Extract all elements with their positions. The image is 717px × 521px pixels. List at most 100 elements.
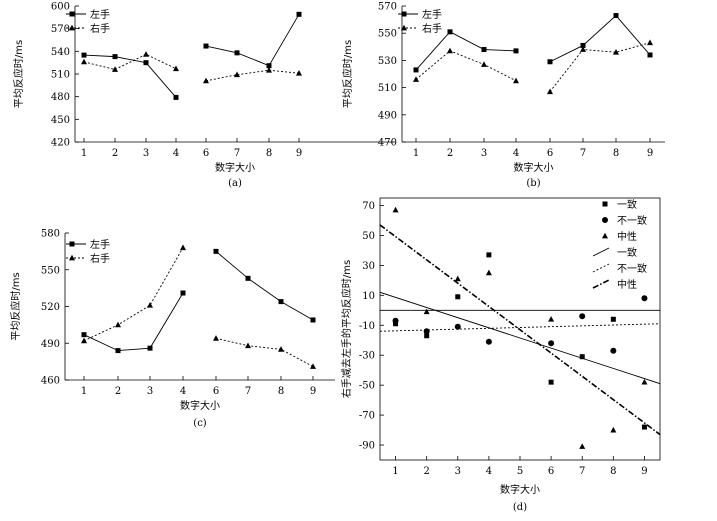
legend-line	[592, 263, 610, 273]
y-tick-label: 570	[51, 24, 70, 35]
series-line	[215, 251, 314, 321]
data-point	[245, 342, 251, 349]
data-point	[392, 317, 399, 324]
data-point	[310, 363, 316, 369]
legend-marker	[401, 11, 407, 17]
legend-line	[592, 247, 610, 257]
data-point	[447, 47, 453, 54]
y-tick-label: 490	[378, 110, 397, 121]
data-point	[234, 50, 240, 56]
legend-marker	[602, 201, 608, 207]
data-point	[580, 46, 586, 52]
data-point	[81, 332, 87, 338]
data-point	[234, 71, 240, 78]
series-line	[549, 14, 651, 63]
data-point	[481, 61, 487, 67]
data-point	[455, 294, 461, 300]
x-tick-label: 2	[423, 466, 429, 477]
data-point	[203, 43, 209, 49]
legend-label: 右手	[90, 22, 110, 35]
legend-label: 右手	[90, 252, 110, 265]
chart-panel-3: -90 -70 -50 -30 -10 10 30 50 70 1 2 3 4 5 6 7 8 9 数字大小 右手减去…	[340, 197, 661, 513]
x-tick-label: 9	[310, 386, 316, 397]
chart-panel-1: 470 490 510 530 550 570 1 2 3 4 6 7 8 9 数字大小 平均反应时/ms (b…	[341, 2, 665, 189]
data-point	[579, 354, 585, 360]
panel-caption: (c)	[193, 418, 207, 429]
legend-marker	[69, 11, 75, 17]
data-point	[266, 63, 272, 69]
legend-label: 一致	[617, 198, 637, 211]
y-tick-label: 550	[41, 265, 60, 276]
y-tick-label: 10	[362, 291, 375, 302]
y-tick-label: -90	[359, 441, 375, 452]
x-tick-label: 8	[266, 148, 272, 159]
data-point	[115, 321, 121, 328]
data-point	[579, 443, 586, 449]
y-tick-label: 30	[362, 261, 375, 272]
x-tick-label: 9	[296, 148, 302, 159]
y-tick-label: 520	[41, 302, 60, 313]
x-tick-label: 7	[234, 148, 240, 159]
legend-label: 中性	[617, 230, 637, 243]
x-tick-label: 4	[173, 148, 179, 159]
x-tick-label: 5	[517, 466, 523, 477]
data-point	[641, 295, 648, 302]
data-point	[115, 348, 121, 354]
data-point	[81, 58, 87, 65]
data-point	[423, 328, 430, 335]
y-tick-label: -10	[359, 321, 375, 332]
data-point	[266, 67, 272, 73]
data-point	[278, 346, 284, 352]
x-tick-label: 4	[486, 466, 492, 477]
legend-line	[592, 279, 610, 289]
x-tick-label: 2	[115, 386, 121, 397]
data-point	[147, 302, 153, 308]
data-point	[610, 316, 616, 322]
data-point	[580, 42, 586, 48]
x-tick-label: 6	[203, 148, 209, 159]
y-tick-label: 50	[362, 231, 375, 242]
data-point	[413, 67, 419, 73]
y-axis-label: 右手减去左手的平均反应时/ms	[340, 260, 353, 398]
data-point	[213, 248, 219, 254]
data-point	[143, 51, 149, 57]
legend-marker	[602, 232, 608, 239]
legend-label: 不一致	[617, 214, 647, 227]
legend-marker	[69, 241, 75, 247]
x-tick-label: 1	[413, 148, 419, 159]
data-point	[547, 59, 553, 65]
x-tick-label: 1	[81, 148, 87, 159]
x-axis-label: 数字大小	[514, 161, 554, 174]
legend-label: 左手	[90, 8, 110, 21]
legend-label: 中性	[617, 278, 637, 291]
series-line	[415, 50, 517, 82]
x-tick-label: 6	[213, 386, 219, 397]
series-line	[205, 14, 300, 67]
data-point	[454, 275, 461, 282]
x-tick-label: 2	[112, 148, 118, 159]
data-point	[278, 299, 284, 305]
y-tick-label: 460	[41, 376, 60, 387]
data-point	[180, 244, 186, 251]
data-point	[454, 323, 461, 330]
data-point	[485, 338, 492, 345]
data-point	[392, 206, 399, 213]
data-point	[213, 335, 219, 341]
legend-marker	[602, 217, 608, 223]
y-axis-label: 平均反应时/ms	[341, 40, 354, 108]
data-point	[548, 340, 555, 347]
data-point	[112, 66, 118, 72]
data-point	[424, 333, 430, 339]
x-tick-label: 3	[147, 386, 153, 397]
x-tick-label: 3	[143, 148, 149, 159]
x-tick-label: 4	[180, 386, 186, 397]
data-point	[641, 424, 647, 430]
x-tick-label: 8	[278, 386, 284, 397]
y-tick-label: 570	[378, 2, 397, 13]
panel-caption: (b)	[526, 178, 540, 189]
y-axis-label: 平均反应时/ms	[12, 40, 25, 108]
y-tick-label: 470	[378, 138, 397, 149]
series-line	[83, 54, 177, 98]
legend-label: 右手	[422, 22, 442, 35]
